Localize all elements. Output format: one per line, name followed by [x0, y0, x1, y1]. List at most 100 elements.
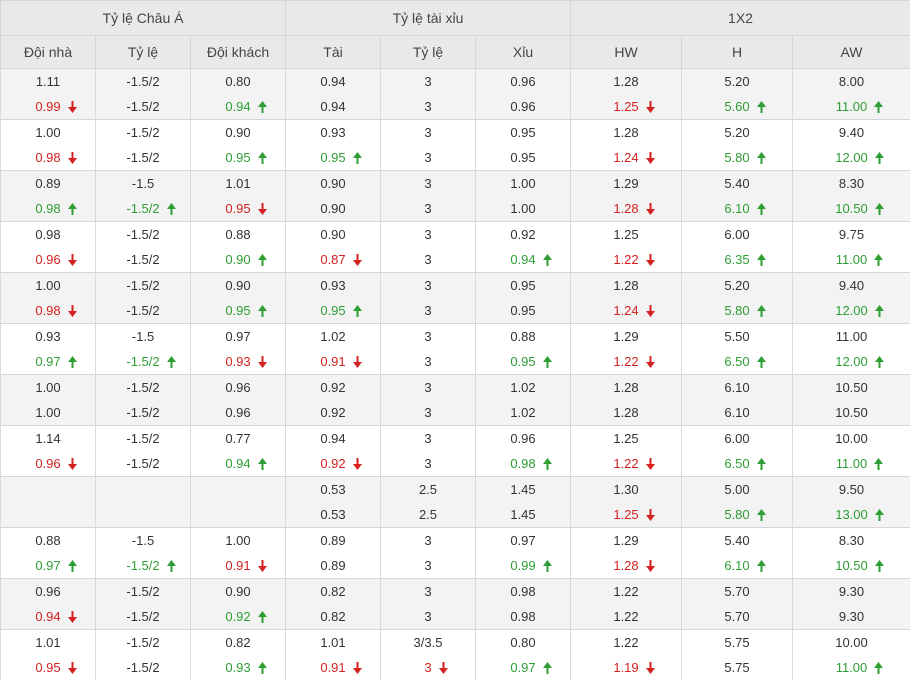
odds-cell-away-win: 13.00: [792, 502, 910, 528]
odds-value: 6.10: [724, 405, 750, 420]
odds-cell-away: 0.90: [190, 247, 286, 273]
odds-cell-draw: 5.70: [681, 578, 793, 604]
odds-value: 1.02: [320, 329, 346, 344]
arrow-up-icon: [257, 253, 267, 267]
odds-cell-over: 0.93: [285, 272, 381, 298]
odds-cell-over: 0.89: [285, 553, 381, 579]
odds-value-wrap: 0.98: [510, 456, 552, 471]
odds-value: 0.94: [320, 431, 346, 446]
odds-value: 5.50: [724, 329, 750, 344]
odds-value: 1.24: [613, 150, 639, 165]
odds-cell-draw: 6.10: [681, 196, 793, 222]
odds-cell-away: 0.82: [190, 629, 286, 655]
odds-value: 3: [424, 380, 432, 395]
odds-value-wrap: 0.97: [510, 660, 552, 675]
odds-value-wrap: 9.40: [839, 278, 864, 293]
odds-value: -1.5/2: [126, 558, 160, 573]
arrow-down-icon: [67, 304, 77, 318]
col-header-home: Đội nhà: [0, 35, 96, 69]
odds-value: 6.10: [724, 380, 750, 395]
odds-cell-line: 3: [380, 68, 476, 94]
odds-value-wrap: 0.93: [320, 278, 345, 293]
odds-cell-under: 0.97: [475, 655, 571, 680]
odds-value-wrap: 9.75: [839, 227, 864, 242]
odds-cell-handicap: -1.5/2: [95, 272, 191, 298]
odds-value: 3: [424, 584, 432, 599]
odds-cell-away: 0.93: [190, 349, 286, 375]
odds-cell-handicap: [95, 476, 191, 502]
odds-cell-home-win: 1.22: [570, 578, 682, 604]
odds-cell-under: 0.94: [475, 247, 571, 273]
odds-value: 3: [424, 354, 432, 369]
odds-value-wrap: 0.98: [510, 609, 535, 624]
odds-value-wrap: 0.97: [510, 533, 535, 548]
odds-value-wrap: 3: [424, 201, 431, 216]
odds-cell-away-win: 9.40: [792, 272, 910, 298]
odds-value-wrap: 3: [424, 456, 431, 471]
odds-value-wrap: 5.40: [724, 176, 749, 191]
odds-cell-home: 1.00: [0, 272, 96, 298]
arrow-up-icon: [756, 304, 766, 318]
table-row: 0.99 -1.5/2 0.94 0.94 3 0.96 1.25 5.60 11.00: [0, 94, 910, 120]
odds-value: -1.5/2: [126, 74, 160, 89]
odds-value-wrap: 1.25: [613, 431, 638, 446]
odds-cell-draw: 5.75: [681, 655, 793, 680]
odds-value-wrap: 0.91: [225, 558, 267, 573]
odds-cell-line: 3: [380, 451, 476, 477]
odds-value-wrap: 12.00: [835, 150, 884, 165]
arrow-up-icon: [756, 151, 766, 165]
odds-value: 0.90: [320, 227, 346, 242]
odds-cell-line: 3: [380, 655, 476, 680]
arrow-up-icon: [67, 355, 77, 369]
odds-value-wrap: 13.00: [835, 507, 884, 522]
arrow-down-icon: [645, 457, 655, 471]
arrow-up-icon: [257, 661, 267, 675]
odds-cell-line: 3: [380, 170, 476, 196]
odds-value: 1.11: [35, 74, 61, 89]
arrow-up-icon: [352, 151, 362, 165]
odds-value-wrap: -1.5/2: [126, 405, 159, 420]
odds-value: 11.00: [835, 252, 868, 267]
odds-value-wrap: 0.95: [510, 354, 552, 369]
odds-cell-away-win: 11.00: [792, 451, 910, 477]
odds-value-wrap: 0.96: [225, 405, 250, 420]
odds-cell-away: 0.96: [190, 374, 286, 400]
odds-value-wrap: 3: [424, 609, 431, 624]
odds-cell-draw: 5.20: [681, 272, 793, 298]
arrow-down-icon: [352, 253, 362, 267]
arrow-up-icon: [67, 559, 77, 573]
arrow-up-icon: [874, 355, 884, 369]
odds-value: 0.95: [510, 125, 536, 140]
odds-value: 0.93: [320, 278, 346, 293]
odds-value: -1.5/2: [126, 584, 160, 599]
odds-cell-line: 3: [380, 374, 476, 400]
odds-value-wrap: 0.95: [35, 660, 77, 675]
table-row: 0.88 -1.5 1.00 0.89 3 0.97 1.29 5.40 8.30: [0, 527, 910, 553]
table-row: 0.93 -1.5 0.97 1.02 3 0.88 1.29 5.50 11.00: [0, 323, 910, 349]
odds-value: 1.28: [613, 558, 639, 573]
odds-cell-under: 0.97: [475, 527, 571, 553]
odds-value-wrap: 8.30: [839, 176, 864, 191]
odds-cell-line: 3: [380, 400, 476, 426]
odds-cell-handicap: -1.5/2: [95, 578, 191, 604]
odds-cell-draw: 5.20: [681, 68, 793, 94]
table-row: 1.11 -1.5/2 0.80 0.94 3 0.96 1.28 5.20 8.00: [0, 68, 910, 94]
odds-value: 8.00: [838, 74, 865, 89]
odds-cell-draw: 6.50: [681, 451, 793, 477]
arrow-up-icon: [874, 202, 884, 216]
odds-cell-away: [190, 476, 286, 502]
arrow-down-icon: [645, 559, 655, 573]
odds-value: 11.00: [835, 99, 868, 114]
odds-cell-handicap: -1.5/2: [95, 374, 191, 400]
odds-value: 0.77: [225, 431, 251, 446]
odds-value: 5.75: [724, 635, 750, 650]
odds-value: 1.28: [613, 278, 639, 293]
odds-value: 0.87: [320, 252, 346, 267]
odds-cell-over: 0.90: [285, 170, 381, 196]
odds-value: 10.50: [835, 201, 868, 216]
odds-value-wrap: 3: [424, 150, 431, 165]
odds-cell-over: 1.01: [285, 629, 381, 655]
odds-value: 1.00: [35, 380, 61, 395]
odds-value-wrap: -1.5: [132, 176, 154, 191]
odds-value-wrap: 0.94: [35, 609, 77, 624]
